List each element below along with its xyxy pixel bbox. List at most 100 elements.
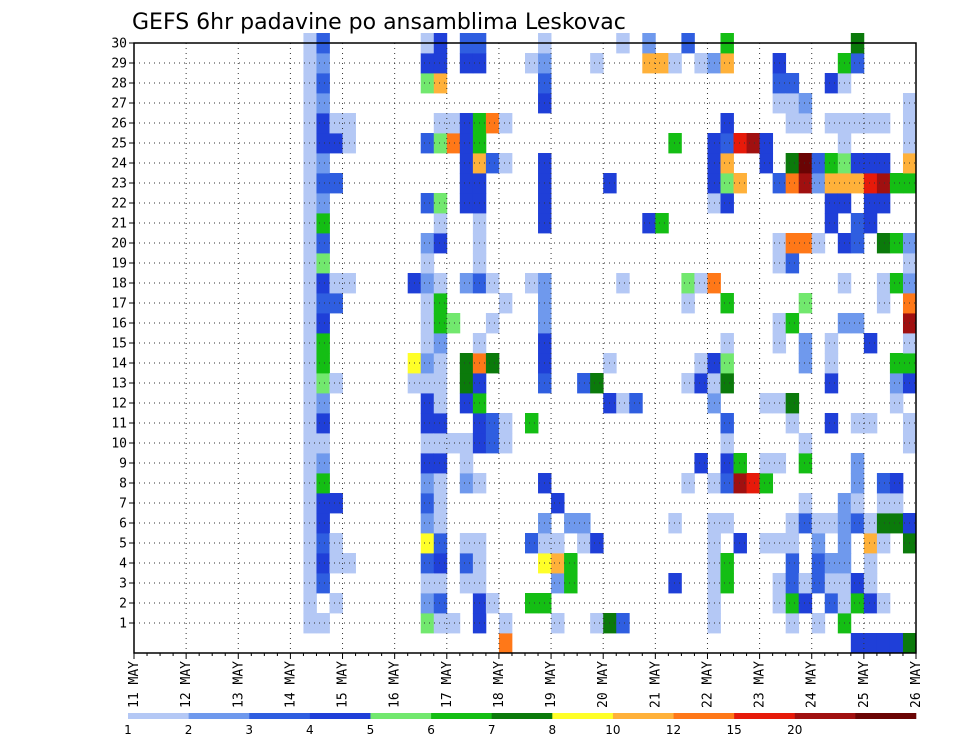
heatmap-cell <box>564 573 578 594</box>
heatmap-cell <box>876 473 891 494</box>
heatmap-cell <box>303 333 317 354</box>
heatmap-cell <box>759 133 774 154</box>
heatmap-cell <box>720 293 734 314</box>
heatmap-cell <box>303 233 317 254</box>
heatmap-cell <box>433 193 448 214</box>
heatmap-cell <box>459 173 474 194</box>
heatmap-cell <box>759 453 774 474</box>
heatmap-cell <box>824 173 839 194</box>
heatmap-cell <box>420 493 435 514</box>
heatmap-cell <box>459 113 474 134</box>
heatmap-cell <box>459 273 474 294</box>
y-tick-label: 30 <box>111 37 127 52</box>
heatmap-cell <box>485 273 500 294</box>
y-tick-label: 1 <box>119 617 127 632</box>
heatmap-cell <box>889 473 904 494</box>
heatmap-cell <box>850 113 865 134</box>
heatmap-cell <box>720 333 734 354</box>
heatmap-cell <box>785 593 800 614</box>
heatmap-cell <box>785 413 800 434</box>
heatmap-cell <box>316 173 330 194</box>
colorbar-swatch <box>673 713 735 719</box>
heatmap-cell <box>798 333 813 354</box>
y-tick-label: 21 <box>111 217 127 232</box>
heatmap-cell <box>681 293 695 314</box>
heatmap-cell <box>798 153 813 174</box>
y-tick-label: 10 <box>111 437 127 452</box>
heatmap-cell <box>485 433 500 454</box>
y-tick-label: 8 <box>119 477 127 492</box>
heatmap-cell <box>824 373 839 394</box>
x-tick-label: 19 MAY <box>544 661 559 708</box>
heatmap-cell <box>850 413 865 434</box>
y-tick-label: 5 <box>119 537 127 552</box>
heatmap-cell <box>303 53 317 74</box>
y-tick-label: 20 <box>111 237 127 252</box>
colorbar-swatch <box>309 713 371 719</box>
heatmap-cell <box>590 533 604 554</box>
heatmap-cell <box>850 633 865 654</box>
heatmap-cell <box>798 113 813 134</box>
heatmap-cell <box>876 493 891 514</box>
heatmap-cell <box>459 53 474 74</box>
heatmap-cell <box>720 153 734 174</box>
heatmap-cell <box>525 533 539 554</box>
heatmap-cell <box>889 393 904 414</box>
heatmap-cell <box>590 53 604 74</box>
heatmap-cell <box>303 473 317 494</box>
heatmap-cell <box>811 573 826 594</box>
heatmap-cell <box>303 133 317 154</box>
heatmap-cell <box>850 53 865 74</box>
heatmap-cell <box>329 593 343 614</box>
x-tick-label: 22 MAY <box>700 661 715 708</box>
heatmap-cell <box>681 273 695 294</box>
heatmap-cell <box>459 473 474 494</box>
heatmap-cell <box>577 513 591 534</box>
heatmap-cell <box>811 613 826 634</box>
heatmap-cell <box>824 593 839 614</box>
heatmap-cell <box>485 313 500 334</box>
y-tick-label: 14 <box>111 357 127 372</box>
heatmap-cell <box>876 193 891 214</box>
heatmap-cell <box>485 593 500 614</box>
heatmap-cell <box>824 333 839 354</box>
heatmap-cell <box>876 153 891 174</box>
heatmap-cell <box>498 153 513 174</box>
heatmap-cell <box>420 473 435 494</box>
colorbar-label: 2 <box>185 723 193 737</box>
colorbar-label: 4 <box>306 723 314 737</box>
y-tick-label: 19 <box>111 257 127 272</box>
heatmap-cell <box>329 273 343 294</box>
heatmap-cell <box>759 153 774 174</box>
heatmap-cell <box>876 533 891 554</box>
heatmap-cell <box>316 493 330 514</box>
heatmap-cell <box>876 273 891 294</box>
heatmap-cell <box>551 493 565 514</box>
heatmap-cell <box>759 473 774 494</box>
heatmap-cell <box>459 453 474 474</box>
heatmap-cell <box>551 533 565 554</box>
heatmap-cell <box>889 233 904 254</box>
heatmap-cell <box>863 593 878 614</box>
heatmap-cell <box>459 133 474 154</box>
heatmap-cell <box>876 293 891 314</box>
y-tick-label: 26 <box>111 117 127 132</box>
heatmap-cell <box>798 573 813 594</box>
heatmap-cell <box>577 533 591 554</box>
heatmap-cell <box>863 173 878 194</box>
heatmap-cell <box>785 533 800 554</box>
colorbar-swatch <box>855 713 917 719</box>
heatmap-cell <box>303 153 317 174</box>
colorbar-swatch <box>612 713 674 719</box>
heatmap-cell <box>590 373 604 394</box>
heatmap-cell <box>303 93 317 114</box>
heatmap-cell <box>785 393 800 414</box>
heatmap-cell <box>303 453 317 474</box>
heatmap-cell <box>863 553 878 574</box>
heatmap-cell <box>720 473 734 494</box>
heatmap-cell <box>798 173 813 194</box>
heatmap-cell <box>316 473 330 494</box>
colorbar-label: 8 <box>548 723 556 737</box>
colorbar-label: 7 <box>488 723 496 737</box>
heatmap-cell <box>694 353 708 374</box>
